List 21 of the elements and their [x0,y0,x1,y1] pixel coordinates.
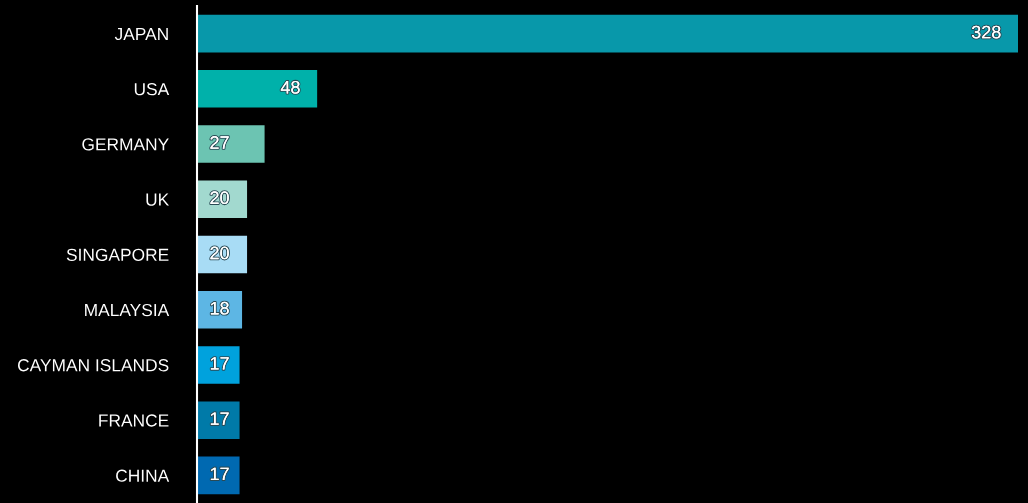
data-label: 18 [210,301,229,315]
data-label: 17 [210,412,229,425]
bar [197,70,318,108]
y-tick-label: CAYMAN ISLANDS [17,359,169,372]
y-tick-label: FRANCE [99,414,169,427]
y-tick-label: MALAYSIA [85,303,170,317]
bar [197,125,265,163]
y-tick-label: SINGAPORE [66,248,169,261]
data-label: 20 [210,246,229,260]
bar [197,14,1018,53]
data-label: 48 [280,80,300,94]
y-tick-label: CHINA [116,469,170,482]
data-label: 20 [210,191,229,205]
data-label: 17 [210,357,229,370]
data-label: 17 [210,467,229,481]
y-tick-label: USA [134,83,170,96]
data-label: 328 [971,25,1001,39]
data-label: 27 [210,136,229,149]
y-tick-label: UK [146,193,170,206]
y-tick-label: JAPAN [114,27,168,41]
y-tick-label: GERMANY [82,138,169,151]
